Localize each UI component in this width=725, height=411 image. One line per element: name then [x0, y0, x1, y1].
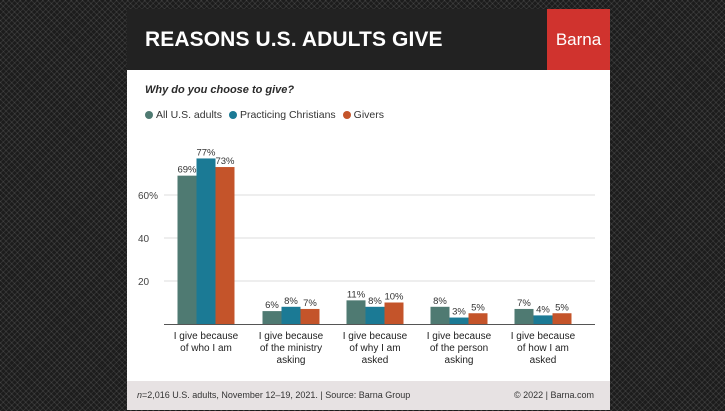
bar	[449, 317, 469, 324]
legend-swatch	[228, 111, 237, 119]
x-tick-label: of how I am	[517, 343, 569, 354]
data-label: 4%	[536, 304, 550, 315]
data-label: 69%	[177, 165, 197, 176]
legend-label: Practicing Christians	[239, 109, 336, 121]
source-n: n	[137, 390, 143, 400]
bar	[365, 306, 385, 324]
bar	[281, 306, 301, 324]
data-label: 8%	[368, 296, 382, 307]
data-label: 10%	[384, 292, 404, 303]
data-label: 77%	[196, 147, 216, 158]
y-tick-label: 20	[138, 277, 150, 288]
x-tick-label: I give because	[259, 331, 324, 342]
x-tick-label: I give because	[343, 331, 408, 342]
bar	[552, 313, 572, 324]
footer-bar: n=2,016 U.S. adults, November 12–19, 202…	[127, 381, 610, 410]
legend-swatch	[145, 111, 153, 119]
data-label: 5%	[471, 302, 485, 313]
x-tick-label: of why I am	[349, 343, 400, 354]
data-label: 3%	[452, 307, 466, 318]
bar	[468, 313, 488, 324]
bar	[300, 308, 320, 324]
chart-legend: All U.S. adults Practicing Christians Give…	[145, 109, 384, 121]
bar	[346, 300, 366, 324]
data-label: 11%	[347, 289, 366, 300]
data-label: 7%	[517, 298, 531, 309]
y-tick-label: 40	[138, 234, 150, 245]
x-tick-label: of the person	[430, 343, 488, 354]
bar	[177, 175, 197, 324]
legend-item-2: Practicing Christians	[228, 109, 336, 121]
infographic-card: REASONS U.S. ADULTS GIVE Barna Why do yo…	[127, 9, 610, 410]
legend-label: All U.S. adults	[156, 109, 222, 121]
x-tick-label: I give because	[174, 331, 239, 342]
legend-label: Givers	[353, 109, 384, 121]
legend-swatch	[342, 111, 351, 119]
source-note: n=2,016 U.S. adults, November 12–19, 202…	[137, 390, 410, 400]
data-label: 73%	[215, 156, 235, 167]
x-tick-label: I give because	[511, 331, 576, 342]
x-tick-label: asking	[445, 355, 474, 366]
x-tick-label: asked	[362, 355, 389, 366]
data-label: 6%	[265, 300, 279, 311]
bar	[384, 302, 404, 324]
data-label: 5%	[555, 302, 569, 313]
copyright-note: © 2022 | Barna.com	[513, 390, 594, 400]
x-tick-label: of who I am	[180, 343, 232, 354]
x-tick-label: asked	[530, 355, 557, 366]
header-bar: REASONS U.S. ADULTS GIVE Barna	[127, 9, 610, 70]
legend-item-3: Givers	[342, 109, 384, 121]
chart-subtitle: Why do you choose to give?	[145, 84, 295, 96]
y-tick-label: 60%	[138, 191, 158, 202]
bar	[514, 308, 534, 324]
bar	[262, 311, 282, 324]
legend-item-1: All U.S. adults	[145, 109, 222, 121]
bar	[215, 167, 235, 324]
x-tick-label: asking	[277, 355, 306, 366]
page-title: REASONS U.S. ADULTS GIVE	[145, 28, 443, 51]
data-label: 7%	[303, 298, 317, 309]
source-text: =2,016 U.S. adults, November 12–19, 2021…	[142, 390, 411, 400]
data-label: 8%	[433, 296, 447, 307]
bar	[196, 158, 216, 324]
x-tick-label: of the ministry	[260, 343, 322, 354]
bar	[430, 306, 450, 324]
data-label: 8%	[284, 296, 298, 307]
x-tick-label: I give because	[427, 331, 492, 342]
brand-logo: Barna	[547, 9, 610, 70]
bar	[533, 315, 553, 324]
